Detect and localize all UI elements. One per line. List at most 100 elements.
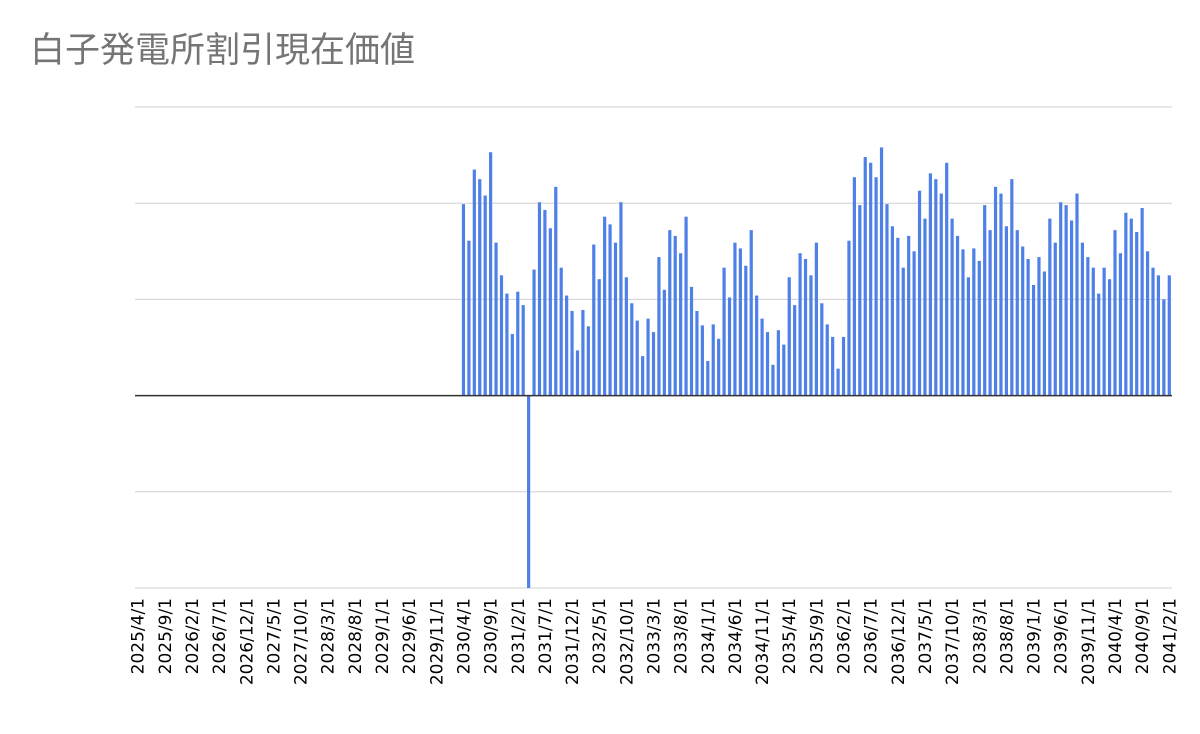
bar (689, 286, 694, 396)
bar (760, 318, 764, 396)
bar (635, 320, 639, 396)
x-tick-label: 2034/11/1 (753, 598, 773, 685)
x-tick-label: 2025/4/1 (129, 598, 149, 674)
bar (955, 235, 960, 396)
bar (863, 157, 867, 396)
bar (983, 205, 987, 396)
x-tick-label: 2025/9/1 (156, 598, 176, 674)
bar (1124, 212, 1128, 396)
bar (820, 303, 824, 396)
bar (657, 257, 661, 396)
bar (597, 279, 601, 396)
bar (993, 186, 998, 396)
bar (923, 218, 927, 396)
x-tick-label: 2029/11/1 (427, 598, 447, 685)
x-tick-label: 2026/7/1 (210, 598, 230, 674)
bar (858, 205, 862, 396)
x-tick-label: 2029/1/1 (373, 598, 393, 674)
bar (483, 195, 487, 396)
bar (798, 253, 802, 396)
x-tick-label: 2040/9/1 (1133, 598, 1153, 674)
x-tick-label: 2035/4/1 (780, 598, 800, 674)
bar (917, 190, 922, 396)
bar (869, 162, 873, 396)
bar (684, 216, 688, 396)
bar (907, 235, 911, 396)
bar (630, 303, 634, 396)
bar (727, 297, 732, 396)
bar (928, 173, 932, 396)
bar (1042, 271, 1047, 396)
x-tick-label: 2037/10/1 (943, 598, 963, 685)
x-tick-label: 2031/12/1 (563, 598, 583, 685)
bar (586, 326, 590, 396)
bar (738, 248, 742, 396)
bar (896, 237, 900, 396)
bar (641, 356, 645, 396)
bar (1059, 202, 1063, 396)
bar (782, 344, 786, 396)
bar (988, 230, 992, 396)
x-tick-label: 2031/7/1 (536, 598, 556, 674)
x-tick-label: 2036/2/1 (835, 598, 855, 674)
bar (554, 186, 558, 396)
bar (885, 204, 889, 396)
bar (651, 332, 656, 396)
bar (1048, 218, 1052, 396)
bar (711, 324, 715, 396)
bar (1107, 279, 1112, 396)
bar (771, 364, 775, 396)
bar (950, 218, 954, 396)
bar (1140, 208, 1144, 396)
bar (733, 242, 737, 396)
bar (749, 230, 753, 396)
bar (706, 360, 710, 396)
bar (559, 267, 563, 396)
bar (977, 260, 981, 396)
bar (755, 295, 759, 396)
bar (532, 269, 536, 396)
bar (673, 235, 677, 396)
bar (765, 332, 770, 396)
bar (679, 253, 683, 396)
bar (510, 334, 514, 396)
bar (1156, 275, 1161, 396)
bar (1069, 220, 1074, 396)
bar (1135, 232, 1139, 396)
x-tick-label: 2034/1/1 (699, 598, 719, 674)
bar (570, 310, 574, 396)
bar (939, 193, 943, 396)
bar (1086, 257, 1090, 396)
x-tick-label: 2030/9/1 (482, 598, 502, 674)
bar (613, 242, 618, 396)
bar (467, 240, 471, 396)
bar (668, 230, 672, 396)
bar (695, 310, 699, 396)
bar (1097, 293, 1101, 396)
bar (1004, 226, 1009, 396)
bar (722, 267, 726, 396)
x-tick-label: 2036/7/1 (862, 598, 882, 674)
bar (461, 204, 466, 396)
x-tick-label: 2037/5/1 (916, 598, 936, 674)
bar (1031, 284, 1036, 396)
bar (841, 336, 846, 396)
bar (499, 275, 504, 396)
x-tick-label: 2026/12/1 (237, 598, 257, 685)
bar (972, 248, 976, 396)
bar (603, 216, 607, 396)
bar (1010, 179, 1014, 396)
x-tick-label: 2033/8/1 (672, 598, 692, 674)
bar (527, 395, 531, 588)
x-tick-label: 2032/5/1 (590, 598, 610, 674)
bar (1162, 299, 1166, 396)
bar (521, 305, 525, 396)
x-tick-label: 2038/3/1 (970, 598, 990, 674)
x-tick-label: 2029/6/1 (400, 598, 420, 674)
x-tick-label: 2027/5/1 (264, 598, 284, 674)
bar (1021, 246, 1025, 396)
bar (1129, 218, 1133, 396)
bar (787, 277, 791, 396)
bar (945, 162, 949, 396)
